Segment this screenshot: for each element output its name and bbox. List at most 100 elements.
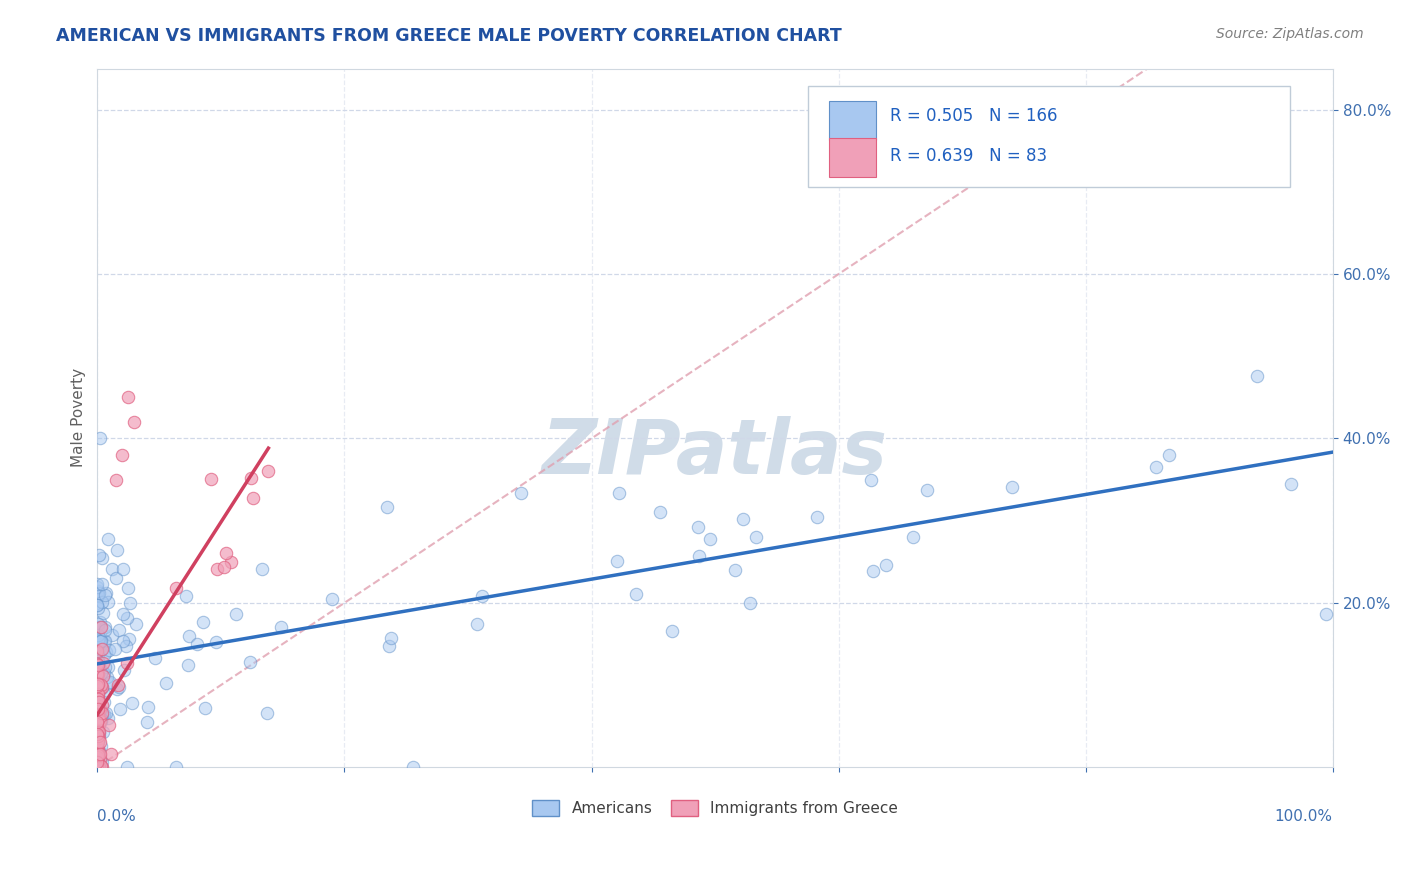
Point: [86, 725, 108, 739]
Point: [86, 580, 108, 594]
Point: [86, 706, 108, 721]
Point: [97, 642, 120, 657]
Text: R = 0.639   N = 83: R = 0.639 N = 83: [890, 147, 1047, 165]
Point: [90, 739, 112, 753]
Point: [96, 670, 118, 684]
Point: [89, 709, 111, 723]
Point: [606, 554, 628, 568]
Point: [256, 706, 278, 720]
Point: [87, 729, 110, 743]
Point: [89, 735, 111, 749]
Point: [96, 533, 118, 547]
Point: [87, 660, 110, 674]
Point: [467, 617, 489, 632]
Point: [90, 595, 112, 609]
Point: [86, 714, 108, 729]
Point: [239, 655, 262, 669]
Point: [112, 663, 135, 677]
Point: [87, 725, 110, 739]
Point: [875, 558, 897, 572]
Point: [86, 706, 108, 720]
Bar: [828, 102, 876, 140]
Point: [375, 500, 398, 514]
Point: [86, 651, 108, 665]
Point: [89, 731, 111, 745]
Point: [87, 667, 110, 681]
Text: Source: ZipAtlas.com: Source: ZipAtlas.com: [1216, 27, 1364, 41]
Point: [86, 739, 108, 754]
Point: [86, 750, 108, 764]
Point: [90, 698, 112, 712]
Point: [89, 747, 111, 761]
Point: [121, 696, 143, 710]
Point: [94, 645, 117, 659]
Point: [862, 564, 884, 578]
Point: [915, 483, 938, 497]
Point: [738, 597, 761, 611]
Point: [89, 641, 111, 656]
Point: [115, 760, 138, 774]
Point: [212, 560, 235, 574]
Point: [135, 714, 157, 729]
Point: [86, 758, 108, 772]
Point: [859, 473, 882, 487]
Point: [86, 697, 108, 711]
Text: ZIPatlas: ZIPatlas: [543, 416, 889, 490]
Point: [87, 760, 110, 774]
Point: [100, 747, 122, 761]
Point: [650, 505, 672, 519]
Point: [626, 587, 648, 601]
Point: [321, 592, 343, 607]
Point: [87, 726, 110, 740]
Point: [90, 633, 112, 648]
Point: [87, 632, 110, 646]
Point: [193, 615, 215, 630]
Point: [143, 651, 166, 665]
Point: [86, 755, 108, 769]
Point: [118, 596, 141, 610]
Point: [104, 473, 127, 487]
Point: [215, 546, 238, 560]
Point: [111, 562, 134, 576]
Point: [125, 617, 148, 632]
Point: [86, 656, 108, 670]
Point: [104, 641, 127, 656]
Point: [90, 755, 112, 769]
Point: [87, 588, 110, 602]
Point: [686, 520, 709, 534]
Point: [86, 718, 108, 732]
Point: [90, 714, 112, 728]
Point: [86, 667, 108, 681]
Point: [87, 637, 110, 651]
Point: [87, 601, 110, 615]
Point: [87, 747, 110, 762]
Point: [93, 695, 115, 709]
Point: [104, 571, 127, 585]
Point: [87, 707, 110, 722]
Point: [96, 586, 118, 600]
Point: [1315, 607, 1337, 621]
Point: [86, 690, 108, 705]
Point: [86, 692, 108, 706]
Point: [745, 530, 768, 544]
Point: [86, 748, 108, 763]
Point: [89, 706, 111, 721]
Point: [105, 681, 128, 696]
Point: [250, 562, 273, 576]
Point: [86, 740, 108, 755]
Point: [86, 677, 108, 691]
Point: [87, 658, 110, 673]
Point: [90, 681, 112, 696]
Point: [86, 669, 108, 683]
Point: [401, 760, 423, 774]
Point: [87, 632, 110, 647]
Point: [107, 678, 129, 692]
Point: [101, 628, 124, 642]
Point: [270, 620, 292, 634]
Point: [86, 740, 108, 755]
Point: [242, 491, 264, 505]
Point: [100, 562, 122, 576]
Point: [90, 680, 112, 694]
Point: [86, 727, 108, 741]
Point: [607, 486, 630, 500]
